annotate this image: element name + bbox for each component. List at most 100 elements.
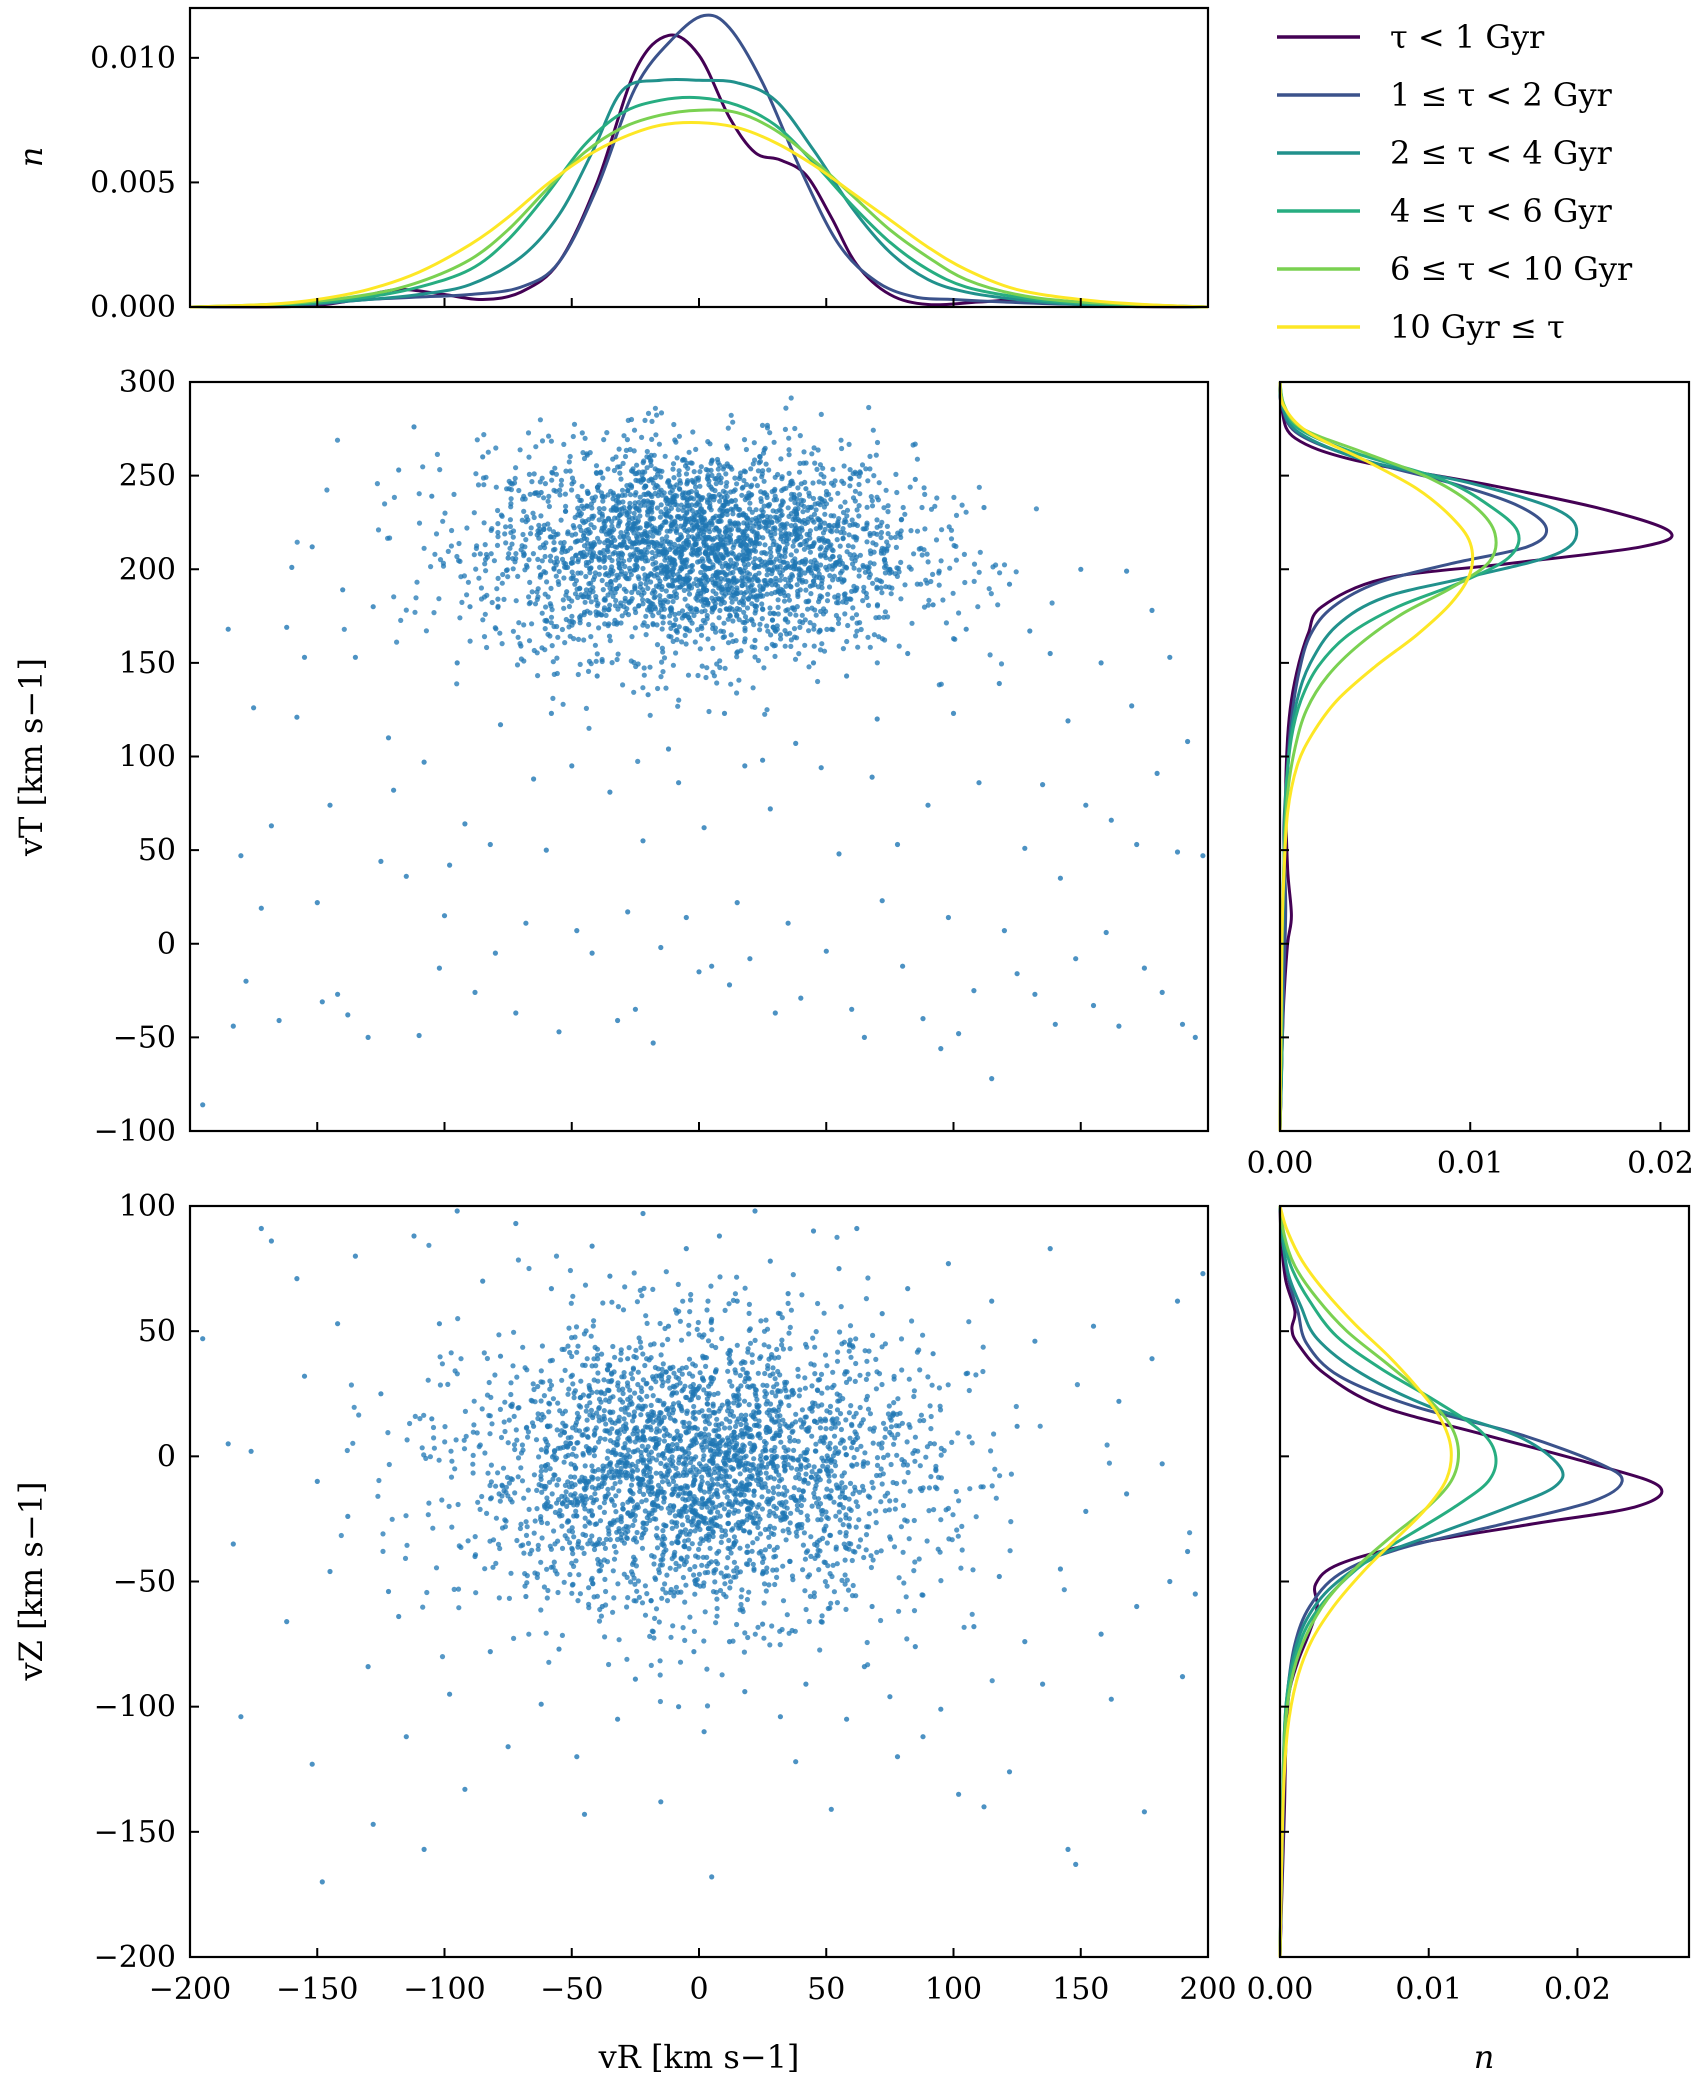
scatter-point [593, 553, 599, 559]
scatter-point [868, 1553, 874, 1559]
scatter-point [861, 526, 868, 532]
scatter-point [797, 624, 803, 631]
scatter-point [421, 1412, 427, 1418]
scatter-point [867, 644, 873, 650]
scatter-point [686, 591, 693, 597]
scatter-point [806, 531, 813, 537]
scatter-point [510, 566, 516, 572]
scatter-point [800, 509, 806, 515]
scatter-point [631, 1270, 637, 1276]
scatter-point [883, 563, 889, 569]
scatter-point [896, 643, 902, 649]
scatter-point [875, 497, 882, 503]
scatter-point [413, 595, 419, 601]
scatter-point [421, 759, 427, 765]
scatter-point [681, 1423, 687, 1430]
scatter-point [738, 578, 745, 584]
scatter-point [745, 561, 752, 568]
scatter-point [667, 514, 673, 520]
scatter-point [830, 1369, 836, 1375]
scatter-point [546, 526, 553, 532]
scatter-point [584, 1417, 590, 1423]
scatter-point [722, 1489, 728, 1495]
scatter-point [622, 1530, 629, 1536]
scatter-point [866, 1511, 872, 1517]
scatter-point [768, 532, 774, 539]
scatter-point [798, 481, 804, 487]
scatter-point [733, 1423, 739, 1429]
scatter-point [495, 596, 501, 602]
scatter-point [668, 1366, 674, 1372]
scatter-point [779, 1342, 785, 1348]
scatter-point [685, 533, 692, 540]
scatter-point [844, 596, 850, 602]
scatter-point [523, 1519, 529, 1525]
scatter-point [489, 526, 495, 532]
scatter-point [647, 1633, 653, 1639]
scatter-point [737, 1545, 743, 1551]
vR-vT-scatter-points [200, 395, 1206, 1108]
scatter-point [605, 592, 611, 598]
scatter-point [1057, 875, 1063, 881]
scatter-point [873, 542, 879, 548]
scatter-point [583, 559, 590, 566]
scatter-point [637, 584, 643, 590]
scatter-point [812, 1344, 818, 1350]
scatter-point [740, 1366, 746, 1372]
scatter-point [953, 512, 960, 519]
scatter-point [523, 920, 529, 926]
scatter-point [747, 1557, 753, 1563]
scatter-point [782, 554, 788, 560]
scatter-point [518, 1521, 524, 1527]
scatter-point [674, 1442, 680, 1448]
scatter-point [617, 519, 623, 525]
scatter-point [429, 493, 435, 499]
scatter-point [710, 625, 716, 632]
scatter-point [600, 475, 606, 481]
scatter-point [553, 471, 560, 477]
scatter-point [841, 578, 847, 584]
scatter-point [735, 506, 741, 512]
scatter-point [437, 1354, 443, 1360]
scatter-point [618, 511, 625, 517]
scatter-point [537, 545, 543, 551]
scatter-point [749, 582, 755, 588]
scatter-point [698, 1536, 704, 1542]
scatter-point [499, 641, 505, 647]
scatter-point [485, 1470, 491, 1476]
scatter-point [901, 1580, 907, 1586]
scatter-point [700, 563, 706, 570]
scatter-point [956, 1031, 962, 1037]
scatter-point [947, 565, 953, 571]
scatter-point [778, 513, 784, 519]
scatter-point [724, 606, 730, 612]
scatter-point [741, 1649, 748, 1655]
scatter-point [842, 1445, 848, 1451]
scatter-point [738, 590, 744, 596]
scatter-point [514, 1437, 520, 1443]
scatter-point [600, 498, 606, 504]
scatter-point [666, 560, 672, 566]
scatter-point [613, 597, 619, 604]
scatter-point [797, 433, 803, 439]
scatter-point [807, 549, 814, 555]
scatter-point [993, 1495, 999, 1501]
scatter-point [812, 1448, 819, 1454]
scatter-point [430, 1525, 436, 1531]
scatter-point [529, 589, 535, 595]
scatter-point [692, 1591, 698, 1597]
scatter-point [712, 546, 718, 552]
scatter-point [662, 557, 668, 563]
scatter-point [594, 651, 600, 657]
scatter-point [499, 580, 505, 586]
scatter-point [497, 722, 504, 728]
scatter-point [700, 1501, 706, 1507]
scatter-point [745, 585, 751, 591]
scatter-point [808, 570, 815, 576]
scatter-point [801, 449, 807, 455]
scatter-point [843, 1452, 850, 1458]
scatter-point [780, 1563, 786, 1569]
scatter-point [642, 502, 648, 508]
scatter-point [844, 673, 850, 679]
scatter-point [563, 503, 569, 509]
